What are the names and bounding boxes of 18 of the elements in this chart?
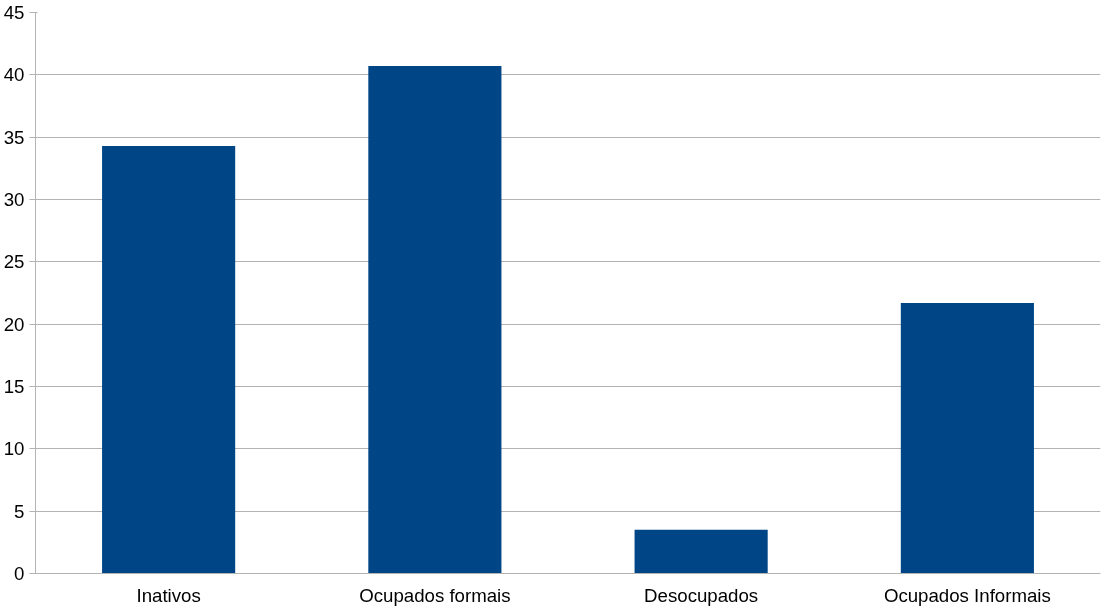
y-tick-label: 0 (14, 563, 25, 584)
y-tick-label: 20 (3, 313, 25, 335)
y-tick-label: 10 (3, 438, 25, 460)
x-tick-label: Desocupados (644, 584, 759, 606)
y-tick-label: 25 (3, 251, 25, 273)
bar (368, 66, 502, 574)
bar (634, 529, 768, 574)
x-tick-label: Ocupados formais (359, 584, 511, 606)
y-tick-label: 5 (14, 500, 25, 522)
bar (900, 302, 1034, 574)
y-tick-label: 15 (3, 376, 25, 397)
y-tick-label: 30 (3, 189, 25, 210)
y-tick-label: 45 (3, 2, 25, 23)
y-tick-label: 35 (3, 126, 25, 148)
x-tick-label: Ocupados Informais (883, 584, 1051, 606)
x-tick-label: Inativos (136, 584, 201, 606)
bar (102, 145, 236, 574)
y-tick-label: 40 (3, 64, 25, 86)
